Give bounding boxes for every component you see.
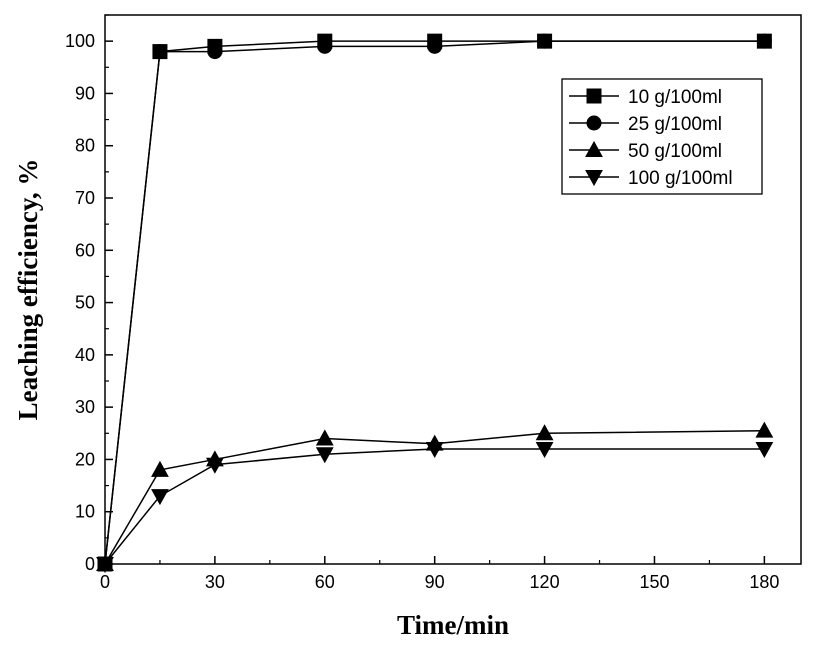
y-tick-label: 10 [75,502,95,522]
data-point [315,447,334,464]
data-point [535,424,554,441]
x-tick-label: 180 [749,572,779,592]
y-tick-label: 100 [65,31,95,51]
y-tick-label: 60 [75,240,95,260]
y-tick-label: 70 [75,188,95,208]
legend-marker [586,115,602,131]
data-point [425,442,444,459]
legend-label: 100 g/100ml [628,168,733,189]
x-tick-label: 120 [530,572,560,592]
x-tick-label: 30 [205,572,225,592]
x-axis-title: Time/min [397,610,509,640]
data-point [151,489,169,506]
data-point [317,38,333,54]
legend-entry: 10 g/100ml [569,87,722,108]
data-point [205,457,224,474]
data-point [207,44,223,60]
data-point [152,44,168,60]
x-tick-label: 90 [425,572,445,592]
data-point [315,429,334,446]
legend-entry: 100 g/100ml [569,168,733,189]
axis-ticks: 0 30 60 90 120 150 180 0 10 20 30 40 50 60 70 80 90 100 [65,14,779,592]
legend-label: 25 g/100ml [628,114,722,135]
x-tick-label: 150 [639,572,669,592]
legend-marker [586,88,602,104]
legend-label: 50 g/100ml [628,141,722,162]
legend-entry: 25 g/100ml [569,114,722,135]
data-point [755,421,774,438]
x-tick-label: 60 [315,572,335,592]
y-tick-label: 40 [75,345,95,365]
series-2 [97,33,772,572]
y-tick-label: 20 [75,449,95,469]
legend-marker [585,140,603,157]
y-axis-title: Leaching efficiency, % [13,159,43,421]
series-layer [96,33,774,574]
plot-frame [104,14,802,565]
data-point [755,442,774,459]
legend-marker [585,170,603,187]
data-point [151,460,169,477]
data-point [535,442,554,459]
y-tick-label: 50 [75,293,95,313]
series-4 [96,442,774,574]
data-point [756,33,772,49]
x-tick-label: 0 [100,572,110,592]
y-tick-label: 80 [75,136,95,156]
y-tick-label: 0 [85,554,95,574]
data-point [537,33,553,49]
legend: 10 g/100ml 25 g/100ml 50 g/100ml 100 g/100m… [561,78,763,195]
legend-label: 10 g/100ml [628,87,722,108]
data-point [427,38,443,54]
y-tick-label: 30 [75,397,95,417]
series-line [104,448,765,565]
legend-entry: 50 g/100ml [569,140,722,162]
y-tick-label: 90 [75,83,95,103]
